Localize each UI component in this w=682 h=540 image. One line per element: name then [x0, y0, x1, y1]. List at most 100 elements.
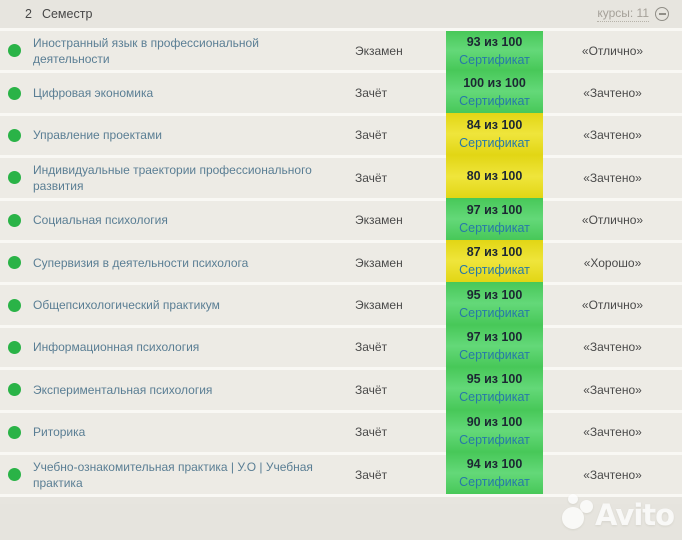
- score-value: 94 из 100: [466, 457, 523, 472]
- table-row: Индивидуальные траектории профессиональн…: [0, 155, 682, 198]
- certificate-link[interactable]: Сертификат: [459, 220, 530, 235]
- status-cell: [0, 468, 33, 482]
- table-row: Информационная психология Зачёт 97 из 10…: [0, 324, 682, 368]
- grade-value: «Зачтено»: [583, 170, 642, 185]
- semester-number: 2: [25, 7, 32, 21]
- status-dot-icon: [8, 213, 21, 227]
- course-name-link[interactable]: Управление проектами: [33, 128, 162, 143]
- certificate-link[interactable]: Сертификат: [459, 93, 530, 108]
- semester-title: 2 Семестр: [25, 7, 92, 21]
- assessment-type: Зачёт: [355, 425, 388, 440]
- score-value: 80 из 100: [466, 169, 523, 184]
- score-value: 90 из 100: [466, 414, 523, 429]
- certificate-link[interactable]: Сертификат: [459, 390, 530, 405]
- score-value: 100 из 100: [463, 75, 526, 90]
- status-cell: [0, 383, 33, 397]
- score-value: 84 из 100: [466, 117, 523, 132]
- status-dot-icon: [8, 86, 21, 100]
- assessment-type: Экзамен: [355, 43, 403, 58]
- status-cell: [0, 213, 33, 227]
- certificate-link[interactable]: Сертификат: [459, 347, 530, 362]
- assessment-type: Зачёт: [355, 340, 388, 355]
- course-name-link[interactable]: Информационная психология: [33, 340, 200, 355]
- certificate-link[interactable]: Сертификат: [459, 263, 530, 278]
- score-badge: 87 из 100 Сертификат: [446, 239, 543, 283]
- score-badge: 84 из 100 Сертификат: [446, 112, 543, 156]
- grade-value: «Зачтено»: [583, 128, 642, 143]
- score-value: 93 из 100: [466, 34, 523, 49]
- assessment-type: Экзамен: [355, 213, 403, 228]
- course-name-link[interactable]: Иностранный язык в профессиональной деят…: [33, 35, 259, 66]
- certificate-link[interactable]: Сертификат: [459, 135, 530, 150]
- status-cell: [0, 425, 33, 439]
- assessment-type: Зачёт: [355, 170, 388, 185]
- grade-value: «Зачтено»: [583, 340, 642, 355]
- table-footer: [0, 494, 682, 505]
- certificate-link[interactable]: Сертификат: [459, 52, 530, 67]
- score-badge: 95 из 100 Сертификат: [446, 367, 543, 410]
- certificate-link[interactable]: Сертификат: [459, 305, 530, 320]
- score-value: 95 из 100: [466, 287, 523, 302]
- score-value: 87 из 100: [466, 245, 523, 260]
- grade-value: «Зачтено»: [583, 86, 642, 101]
- status-dot-icon: [8, 340, 21, 354]
- table-row: Учебно-ознакомительная практика | У.О | …: [0, 451, 682, 495]
- score-value: 95 из 100: [466, 372, 523, 387]
- course-name-link[interactable]: Супервизия в деятельности психолога: [33, 255, 249, 270]
- grade-value: «Хорошо»: [583, 255, 642, 270]
- assessment-type: Зачёт: [355, 128, 388, 143]
- semester-header: 2 Семестр курсы: 11: [0, 0, 682, 28]
- table-row: Иностранный язык в профессиональной деят…: [0, 28, 682, 71]
- certificate-link[interactable]: Сертификат: [459, 475, 530, 490]
- courses-count-link[interactable]: курсы: 11: [597, 6, 649, 22]
- status-cell: [0, 44, 33, 58]
- status-dot-icon: [8, 256, 21, 270]
- semester-label: Семестр: [41, 7, 93, 21]
- grades-table: Иностранный язык в профессиональной деят…: [0, 28, 682, 495]
- status-dot-icon: [8, 128, 21, 142]
- status-cell: [0, 86, 33, 100]
- course-name-link[interactable]: Экспериментальная психология: [33, 382, 213, 397]
- grade-value: «Отлично»: [581, 213, 644, 228]
- status-cell: [0, 128, 33, 142]
- course-name-link[interactable]: Учебно-ознакомительная практика | У.О | …: [33, 459, 313, 490]
- table-row: Супервизия в деятельности психолога Экза…: [0, 239, 682, 283]
- score-value: 97 из 100: [466, 202, 523, 217]
- score-badge: 97 из 100 Сертификат: [446, 197, 543, 240]
- score-badge: 94 из 100 Сертификат: [446, 451, 543, 495]
- assessment-type: Зачёт: [355, 86, 388, 101]
- score-badge: 90 из 100 Сертификат: [446, 409, 543, 452]
- table-row: Риторика Зачёт 90 из 100 Сертификат «Зач…: [0, 409, 682, 452]
- grade-value: «Зачтено»: [583, 425, 642, 440]
- grade-value: «Отлично»: [581, 43, 644, 58]
- course-name-link[interactable]: Индивидуальные траектории профессиональн…: [33, 162, 312, 193]
- status-dot-icon: [8, 383, 21, 397]
- course-name-link[interactable]: Социальная психология: [33, 213, 168, 228]
- status-dot-icon: [8, 171, 21, 185]
- status-dot-icon: [8, 44, 21, 58]
- status-cell: [0, 298, 33, 312]
- score-badge: 80 из 100: [446, 155, 543, 198]
- assessment-type: Зачёт: [355, 382, 388, 397]
- score-badge: 93 из 100 Сертификат: [446, 31, 543, 71]
- table-row: Экспериментальная психология Зачёт 95 из…: [0, 367, 682, 410]
- score-value: 97 из 100: [466, 329, 523, 344]
- status-dot-icon: [8, 468, 21, 482]
- table-row: Управление проектами Зачёт 84 из 100 Сер…: [0, 112, 682, 156]
- status-cell: [0, 171, 33, 185]
- assessment-type: Зачёт: [355, 467, 388, 482]
- collapse-minus-icon[interactable]: [655, 7, 669, 21]
- table-row: Цифровая экономика Зачёт 100 из 100 Серт…: [0, 70, 682, 113]
- assessment-type: Экзамен: [355, 255, 403, 270]
- table-row: Социальная психология Экзамен 97 из 100 …: [0, 197, 682, 240]
- certificate-link[interactable]: Сертификат: [459, 432, 530, 447]
- grade-value: «Отлично»: [581, 298, 644, 313]
- status-dot-icon: [8, 298, 21, 312]
- status-dot-icon: [8, 425, 21, 439]
- course-name-link[interactable]: Риторика: [33, 425, 86, 440]
- score-badge: 100 из 100 Сертификат: [446, 70, 543, 113]
- score-badge: 95 из 100 Сертификат: [446, 282, 543, 325]
- course-name-link[interactable]: Цифровая экономика: [33, 86, 154, 101]
- grade-value: «Зачтено»: [583, 467, 642, 482]
- course-name-link[interactable]: Общепсихологический практикум: [33, 298, 220, 313]
